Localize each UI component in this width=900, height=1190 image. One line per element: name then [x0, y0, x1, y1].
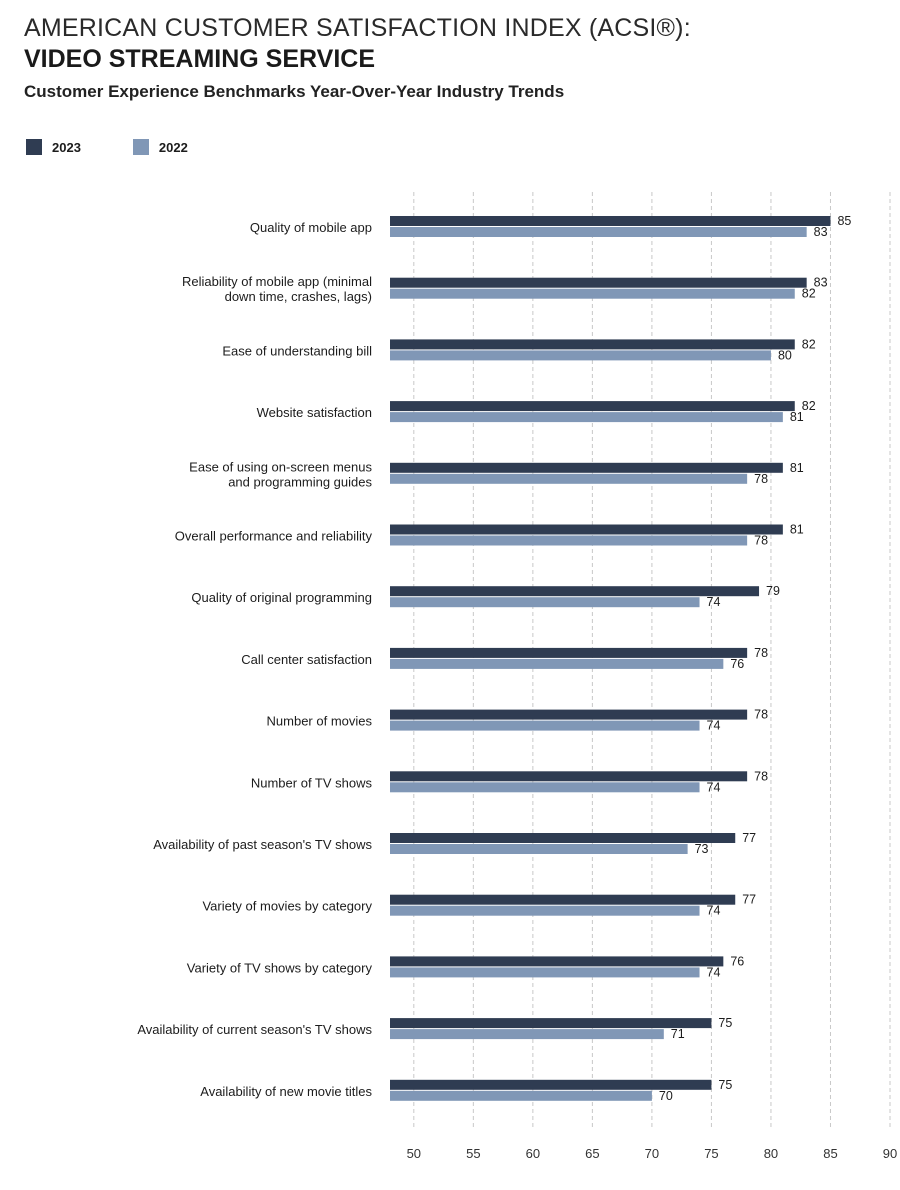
category-label-4-line-1: and programming guides: [228, 474, 372, 489]
value-label-2022-0: 83: [814, 225, 828, 239]
bar-2023-8: [390, 709, 748, 720]
chart-subtitle: Customer Experience Benchmarks Year-Over…: [24, 82, 565, 101]
bar-2023-11: [390, 894, 736, 905]
chart-title-line1: AMERICAN CUSTOMER SATISFACTION INDEX (AC…: [24, 14, 691, 42]
chart-title-line2: VIDEO STREAMING SERVICE: [24, 45, 375, 73]
value-label-2022-14: 70: [659, 1089, 673, 1103]
bar-2022-14: [390, 1090, 652, 1101]
category-label-1-line-0: Reliability of mobile app (minimal: [182, 274, 372, 289]
bar-2022-12: [390, 967, 700, 978]
value-label-2023-9: 78: [754, 769, 768, 783]
bar-2023-10: [390, 833, 736, 843]
category-label-3: Website satisfaction: [257, 405, 372, 420]
category-label-4-line-0: Ease of using on-screen menus: [189, 459, 372, 474]
value-label-2023-14: 75: [718, 1078, 732, 1092]
bar-2022-8: [390, 720, 700, 731]
category-label-12: Variety of TV shows by category: [187, 960, 373, 975]
legend-label-2022: 2022: [158, 139, 188, 155]
value-label-2022-3: 81: [790, 410, 804, 424]
value-label-2023-7: 78: [754, 646, 768, 660]
value-label-2023-2: 82: [802, 337, 816, 351]
bar-2023-12: [390, 956, 724, 967]
value-label-2023-8: 78: [754, 708, 768, 722]
bar-2023-7: [390, 647, 748, 658]
category-label-14: Availability of new movie titles: [200, 1084, 372, 1099]
value-label-2023-13: 75: [718, 1016, 732, 1030]
bar-2022-5: [390, 535, 748, 546]
bar-2023-6: [390, 586, 760, 597]
value-label-2022-10: 73: [695, 842, 709, 856]
bar-2023-2: [390, 339, 795, 350]
value-label-2022-12: 74: [707, 965, 721, 979]
category-label-10: Availability of past season's TV shows: [153, 837, 372, 852]
bar-2023-9: [390, 771, 748, 782]
value-label-2023-10: 77: [742, 831, 756, 845]
value-label-2022-6: 74: [707, 595, 721, 609]
category-label-2: Ease of understanding bill: [222, 343, 372, 358]
value-label-2022-8: 74: [707, 719, 721, 733]
bar-2022-9: [390, 782, 700, 793]
value-label-2022-9: 74: [707, 780, 721, 794]
chart-header: AMERICAN CUSTOMER SATISFACTION INDEX (AC…: [24, 14, 691, 102]
legend-item-2022: 2022: [132, 139, 188, 155]
bar-2022-6: [390, 597, 700, 608]
bar-2023-1: [390, 277, 807, 288]
value-label-2023-0: 85: [837, 214, 851, 228]
x-tick-label-80: 80: [764, 1146, 778, 1161]
value-label-2023-11: 77: [742, 893, 756, 907]
category-label-6: Quality of original programming: [191, 590, 372, 605]
x-tick-label-70: 70: [645, 1146, 659, 1161]
legend-label-2023: 2023: [52, 139, 81, 155]
x-tick-label-60: 60: [526, 1146, 540, 1161]
value-label-2023-5: 81: [790, 523, 804, 537]
bar-2022-1: [390, 288, 795, 299]
x-tick-label-65: 65: [585, 1146, 599, 1161]
value-label-2023-12: 76: [730, 954, 744, 968]
x-tick-label-85: 85: [823, 1146, 837, 1161]
category-label-11: Variety of movies by category: [202, 899, 372, 914]
category-label-0: Quality of mobile app: [250, 220, 372, 235]
value-label-2022-11: 74: [707, 904, 721, 918]
value-label-2022-13: 71: [671, 1027, 685, 1041]
bar-2022-10: [390, 844, 688, 854]
bar-2023-13: [390, 1018, 712, 1029]
category-label-9: Number of TV shows: [251, 775, 373, 790]
bar-2022-7: [390, 658, 724, 669]
value-label-2023-4: 81: [790, 461, 804, 475]
value-label-2022-5: 78: [754, 534, 768, 548]
bar-2022-11: [390, 905, 700, 916]
category-label-13: Availability of current season's TV show…: [137, 1022, 372, 1037]
value-label-2023-1: 83: [814, 276, 828, 290]
bar-2023-4: [390, 462, 783, 473]
x-tick-label-90: 90: [883, 1146, 897, 1161]
bar-2023-0: [390, 216, 831, 226]
x-tick-label-55: 55: [466, 1146, 480, 1161]
value-label-2023-3: 82: [802, 399, 816, 413]
legend-swatch-2023: [26, 139, 42, 155]
bar-2023-3: [390, 401, 795, 412]
chart-legend: 2023 2022: [26, 139, 240, 155]
value-label-2023-6: 79: [766, 584, 780, 598]
bar-2022-0: [390, 227, 807, 237]
x-tick-label-50: 50: [407, 1146, 421, 1161]
category-label-1-line-1: down time, crashes, lags): [225, 289, 372, 304]
legend-swatch-2022: [132, 139, 149, 155]
category-label-7: Call center satisfaction: [241, 652, 372, 667]
category-label-5: Overall performance and reliability: [175, 529, 373, 544]
category-label-8: Number of movies: [267, 714, 373, 729]
legend-item-2023: 2023: [26, 139, 81, 155]
x-tick-label-75: 75: [704, 1146, 718, 1161]
value-label-2022-4: 78: [754, 472, 768, 486]
value-label-2022-7: 76: [730, 657, 744, 671]
bar-2022-2: [390, 350, 771, 361]
bar-2023-14: [390, 1079, 712, 1090]
value-label-2022-1: 82: [802, 287, 816, 301]
bar-2023-5: [390, 524, 783, 535]
bar-2022-3: [390, 412, 783, 423]
value-label-2022-2: 80: [778, 348, 792, 362]
bar-2022-4: [390, 473, 748, 484]
bar-2022-13: [390, 1029, 664, 1040]
